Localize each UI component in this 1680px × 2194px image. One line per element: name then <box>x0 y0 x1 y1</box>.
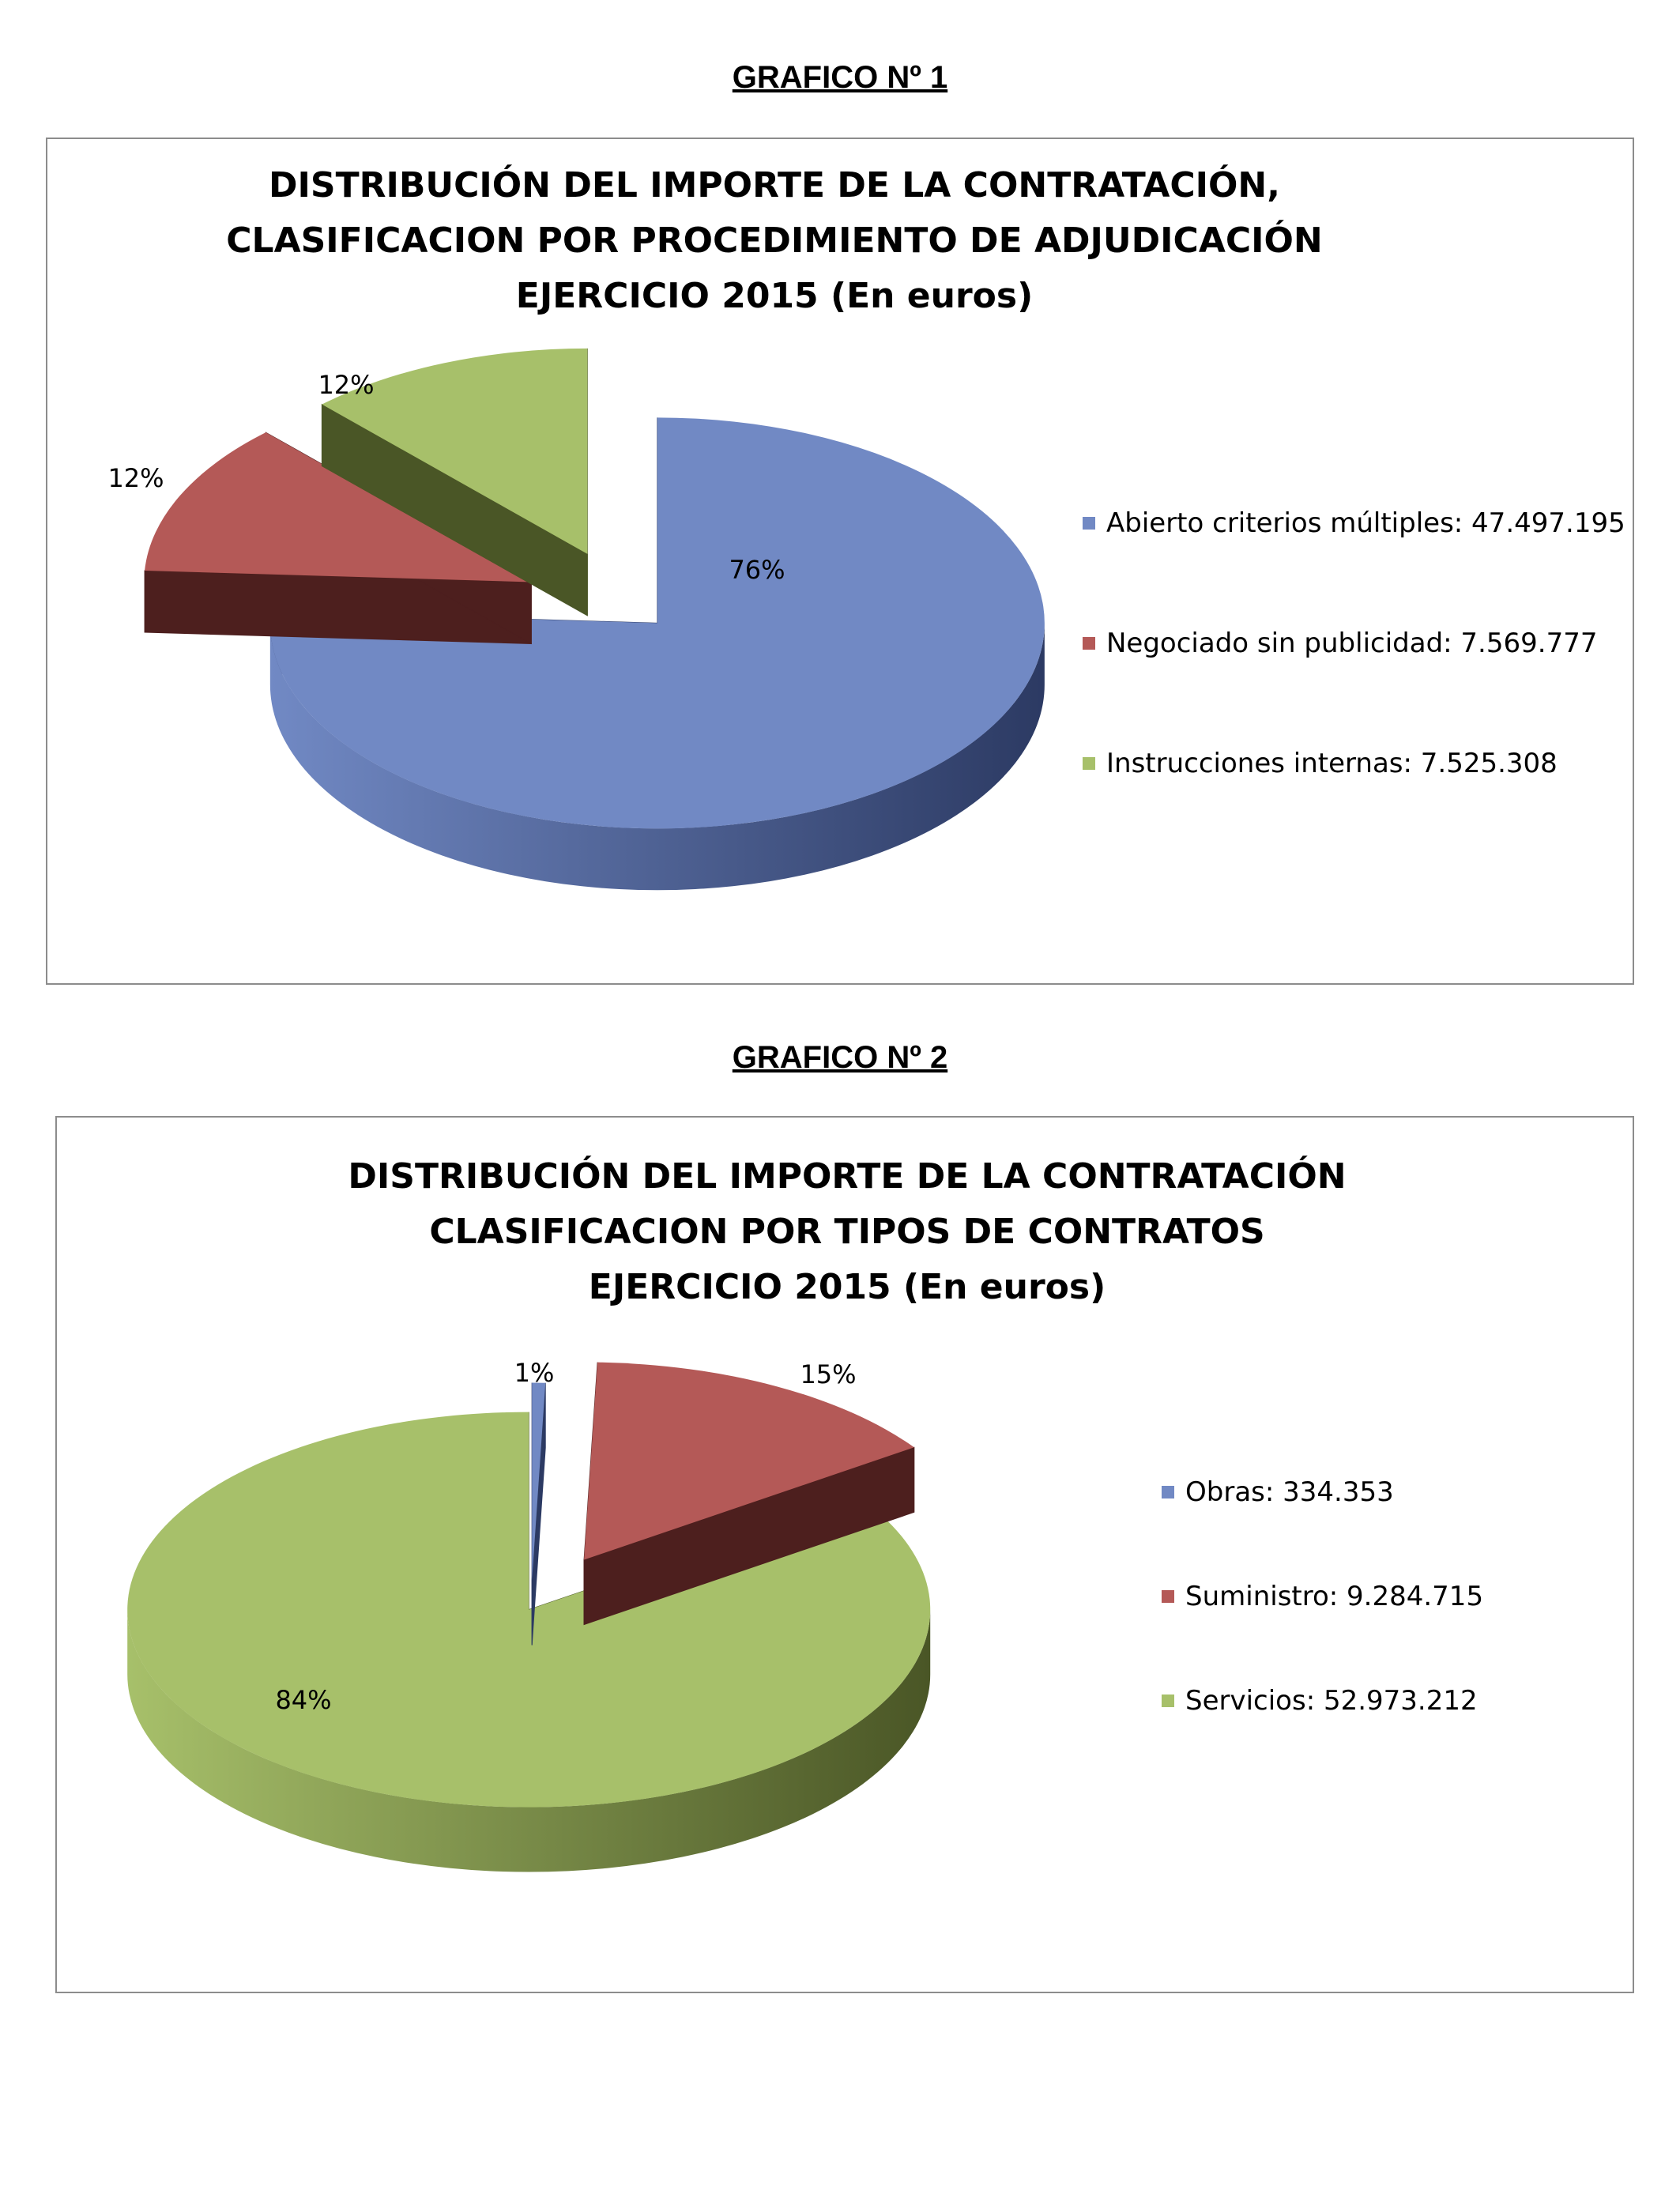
chart2-percent-label-servicios: 84% <box>275 1685 331 1715</box>
chart2-slice-obras <box>531 1382 546 1646</box>
chart2-legend-item-suministro: Suministro: 9.284.715 <box>1162 1581 1483 1612</box>
chart1-legend-label-abierto: Abierto criterios múltiples: 47.497.195 <box>1106 507 1625 539</box>
chart1-pie: 76% 12% 12% <box>107 348 1045 891</box>
chart2-legend-label-servicios: Servicios: 52.973.212 <box>1185 1685 1478 1717</box>
chart1-percent-label-negociado: 12% <box>107 463 164 493</box>
chart1-legend-item-abierto: Abierto criterios múltiples: 47.497.195 <box>1083 507 1625 539</box>
chart2-title: DISTRIBUCIÓN DEL IMPORTE DE LA CONTRATAC… <box>57 1149 1637 1315</box>
chart2-slice-wall-end <box>531 1382 546 1646</box>
chart1-legend-item-instrucciones: Instrucciones internas: 7.525.308 <box>1083 748 1625 779</box>
chart1-legend-item-negociado: Negociado sin publicidad: 7.569.777 <box>1083 628 1625 659</box>
chart2-slice-top <box>584 1362 914 1560</box>
chart1-title: DISTRIBUCIÓN DEL IMPORTE DE LA CONTRATAC… <box>47 158 1501 324</box>
chart1-legend-label-instrucciones: Instrucciones internas: 7.525.308 <box>1106 748 1558 779</box>
chart2-slice-top <box>127 1412 931 1808</box>
chart2-legend: Obras: 334.353 Suministro: 9.284.715 Ser… <box>1162 1476 1483 1717</box>
chart2-percent-label-suministro: 15% <box>800 1359 856 1389</box>
chart1-legend-swatch-negociado <box>1083 637 1095 650</box>
chart1-title-line-1: DISTRIBUCIÓN DEL IMPORTE DE LA CONTRATAC… <box>269 165 1280 205</box>
chart1-legend-swatch-instrucciones <box>1083 757 1095 770</box>
chart1-slice-abierto <box>269 417 1045 891</box>
chart2-title-line-2: CLASIFICACION POR TIPOS DE CONTRATOS <box>429 1212 1265 1252</box>
chart1-legend-swatch-abierto <box>1083 517 1095 530</box>
chart1-legend: Abierto criterios múltiples: 47.497.195 … <box>1083 507 1625 779</box>
chart1-legend-label-negociado: Negociado sin publicidad: 7.569.777 <box>1106 628 1598 659</box>
chart1-title-line-2: CLASIFICACION POR PROCEDIMIENTO DE ADJUD… <box>226 221 1323 261</box>
chart2-legend-swatch-obras <box>1162 1486 1174 1498</box>
chart1-slice-top <box>145 432 532 582</box>
chart1-slice-outer-wall <box>269 623 1045 891</box>
chart1-heading: GRAFICO Nº 1 <box>732 60 948 95</box>
chart2-percent-label-obras: 1% <box>514 1358 555 1388</box>
chart2-frame: DISTRIBUCIÓN DEL IMPORTE DE LA CONTRATAC… <box>55 1116 1634 1993</box>
chart1-frame: DISTRIBUCIÓN DEL IMPORTE DE LA CONTRATAC… <box>46 138 1634 985</box>
chart2-title-line-3: EJERCICIO 2015 (En euros) <box>588 1267 1106 1307</box>
chart2-legend-swatch-suministro <box>1162 1590 1174 1603</box>
chart2-heading: GRAFICO Nº 2 <box>732 1040 948 1075</box>
chart1-slice-instrucciones <box>321 348 588 616</box>
chart2-legend-item-servicios: Servicios: 52.973.212 <box>1162 1685 1483 1717</box>
chart1-slice-top <box>322 348 588 554</box>
chart1-slice-top <box>269 417 1045 829</box>
chart2-slice-outer-wall <box>127 1609 931 1872</box>
chart2-legend-label-suministro: Suministro: 9.284.715 <box>1185 1581 1484 1612</box>
chart2-legend-swatch-servicios <box>1162 1695 1174 1707</box>
chart1-percent-label-abierto: 76% <box>729 555 785 585</box>
chart2-pie: 1% 15% 84% <box>127 1358 931 1872</box>
chart1-title-line-3: EJERCICIO 2015 (En euros) <box>515 276 1034 316</box>
chart2-slice-top <box>532 1382 546 1581</box>
chart2-title-line-1: DISTRIBUCIÓN DEL IMPORTE DE LA CONTRATAC… <box>348 1156 1347 1197</box>
chart1-percent-label-instrucciones: 12% <box>318 370 374 400</box>
chart1-slice-negociado <box>144 432 532 645</box>
chart2-legend-item-obras: Obras: 334.353 <box>1162 1476 1483 1508</box>
chart2-legend-label-obras: Obras: 334.353 <box>1185 1476 1394 1508</box>
chart2-slice-suministro <box>583 1362 915 1626</box>
